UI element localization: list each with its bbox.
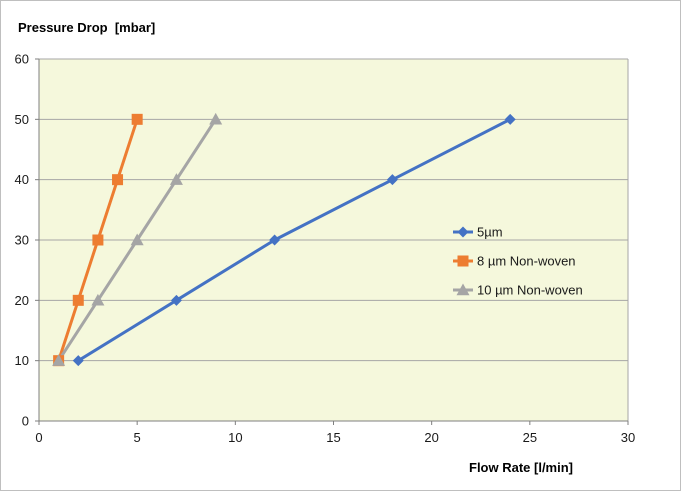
x-tick-label: 5 — [134, 430, 141, 445]
x-tick-label: 0 — [35, 430, 42, 445]
y-tick-label: 60 — [15, 52, 29, 67]
data-point — [130, 233, 144, 246]
data-point — [170, 294, 182, 306]
data-point — [456, 283, 470, 296]
y-tick-label: 10 — [15, 353, 29, 368]
data-point — [131, 113, 143, 125]
data-point — [112, 174, 124, 186]
data-point — [457, 255, 469, 267]
data-point — [72, 294, 84, 306]
x-tick-label: 10 — [228, 430, 242, 445]
data-point — [169, 173, 183, 185]
y-tick-label: 20 — [15, 293, 29, 308]
y-axis-title: Pressure Drop [mbar] — [18, 20, 155, 35]
y-tick-label: 40 — [15, 172, 29, 187]
y-tick-label: 0 — [22, 414, 29, 429]
data-point — [209, 112, 223, 125]
y-tick-label: 50 — [15, 112, 29, 127]
data-point — [386, 174, 398, 186]
data-point — [52, 354, 66, 366]
y-tick-label: 30 — [15, 233, 29, 248]
x-axis-title: Flow Rate [l/min] — [469, 460, 573, 475]
data-point — [457, 226, 469, 238]
data-point — [91, 293, 105, 306]
data-point — [92, 234, 104, 246]
data-point — [72, 355, 84, 367]
x-tick-label: 20 — [424, 430, 438, 445]
x-tick-label: 30 — [621, 430, 635, 445]
x-tick-label: 25 — [523, 430, 537, 445]
legend-label: 5µm — [477, 225, 503, 240]
legend-label: 8 µm Non-woven — [477, 254, 576, 269]
data-point — [269, 234, 281, 246]
data-point — [504, 113, 516, 125]
x-tick-label: 15 — [326, 430, 340, 445]
legend-label: 10 µm Non-woven — [477, 283, 583, 298]
